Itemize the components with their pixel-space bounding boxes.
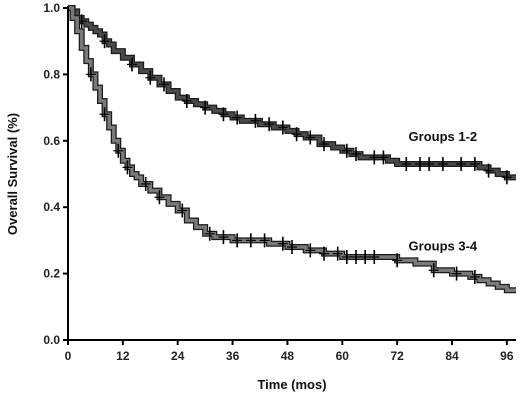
series-labels: Groups 1-2 Groups 3-4 xyxy=(409,129,478,254)
x-tick-label: 72 xyxy=(390,349,404,363)
series-1 xyxy=(68,5,516,185)
y-tick-label: 0.6 xyxy=(43,134,60,148)
x-tick-label: 0 xyxy=(65,349,72,363)
series-line xyxy=(68,6,516,180)
x-axis-title: Time (mos) xyxy=(257,377,326,392)
y-tick-label: 0.2 xyxy=(43,267,60,281)
x-tick-label: 84 xyxy=(445,349,459,363)
series-2 xyxy=(68,5,516,294)
y-axis-title: Overall Survival (%) xyxy=(5,113,20,235)
y-ticks: 0.0 0.2 0.4 0.6 0.8 1.0 xyxy=(43,1,68,347)
y-tick-label: 0.8 xyxy=(43,67,60,81)
series-line-outline xyxy=(68,5,516,181)
plot-area xyxy=(68,5,516,294)
series-label: Groups 3-4 xyxy=(409,238,478,253)
x-tick-label: 60 xyxy=(336,349,350,363)
y-tick-label: 1.0 xyxy=(43,1,60,15)
x-tick-label: 96 xyxy=(500,349,514,363)
y-tick-label: 0.0 xyxy=(43,333,60,347)
x-tick-label: 48 xyxy=(281,349,295,363)
y-tick-label: 0.4 xyxy=(43,200,60,214)
x-tick-label: 24 xyxy=(171,349,185,363)
x-tick-label: 12 xyxy=(116,349,130,363)
x-ticks: 0 12 24 36 48 60 72 84 96 xyxy=(65,340,514,363)
axes xyxy=(67,6,516,341)
series-label: Groups 1-2 xyxy=(409,129,478,144)
x-tick-label: 36 xyxy=(226,349,240,363)
